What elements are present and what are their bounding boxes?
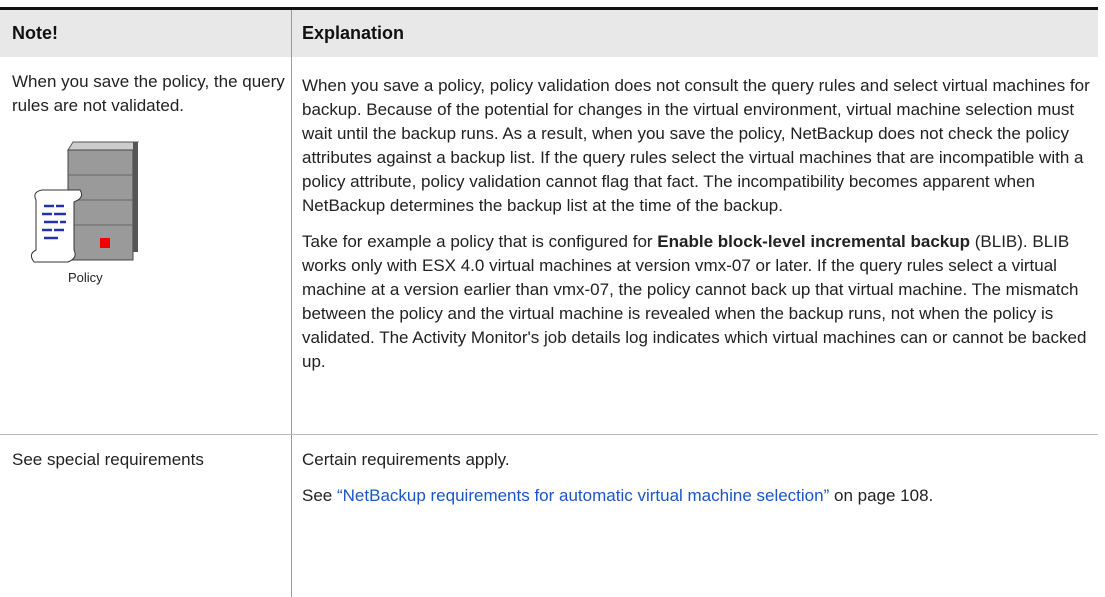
header-cell: Note! xyxy=(12,23,58,43)
column-divider xyxy=(291,10,292,597)
text: Certain requirements apply. xyxy=(302,450,510,469)
paragraph: Certain requirements apply. xyxy=(302,448,1092,472)
paragraph: Take for example a policy that is config… xyxy=(302,230,1092,374)
note-cell: See special requirements xyxy=(12,450,204,469)
explanation-cell: Certain requirements apply. See “NetBack… xyxy=(302,448,1092,520)
note-cell: When you save the policy, the query rule… xyxy=(12,72,285,115)
bold-text: Enable block-level incremental backup xyxy=(657,232,971,251)
paragraph: See “NetBackup requirements for automati… xyxy=(302,484,1092,508)
text: (BLIB). BLIB works only with ESX 4.0 vir… xyxy=(302,232,1087,371)
policy-icon xyxy=(30,141,139,263)
text: When you save a policy, policy validatio… xyxy=(302,76,1090,215)
row-divider xyxy=(0,434,1098,435)
table-top-rule xyxy=(0,7,1098,10)
text: Take for example a policy that is config… xyxy=(302,232,658,251)
text: See xyxy=(302,486,337,505)
header-cell: Explanation xyxy=(302,23,405,43)
header-row xyxy=(0,10,1098,57)
link[interactable]: “NetBackup requirements for automatic vi… xyxy=(336,486,830,505)
explanation-cell: When you save a policy, policy validatio… xyxy=(302,74,1092,386)
paragraph: When you save a policy, policy validatio… xyxy=(302,74,1092,218)
icon-caption: Policy xyxy=(68,270,103,285)
text: on page 108. xyxy=(829,486,934,505)
